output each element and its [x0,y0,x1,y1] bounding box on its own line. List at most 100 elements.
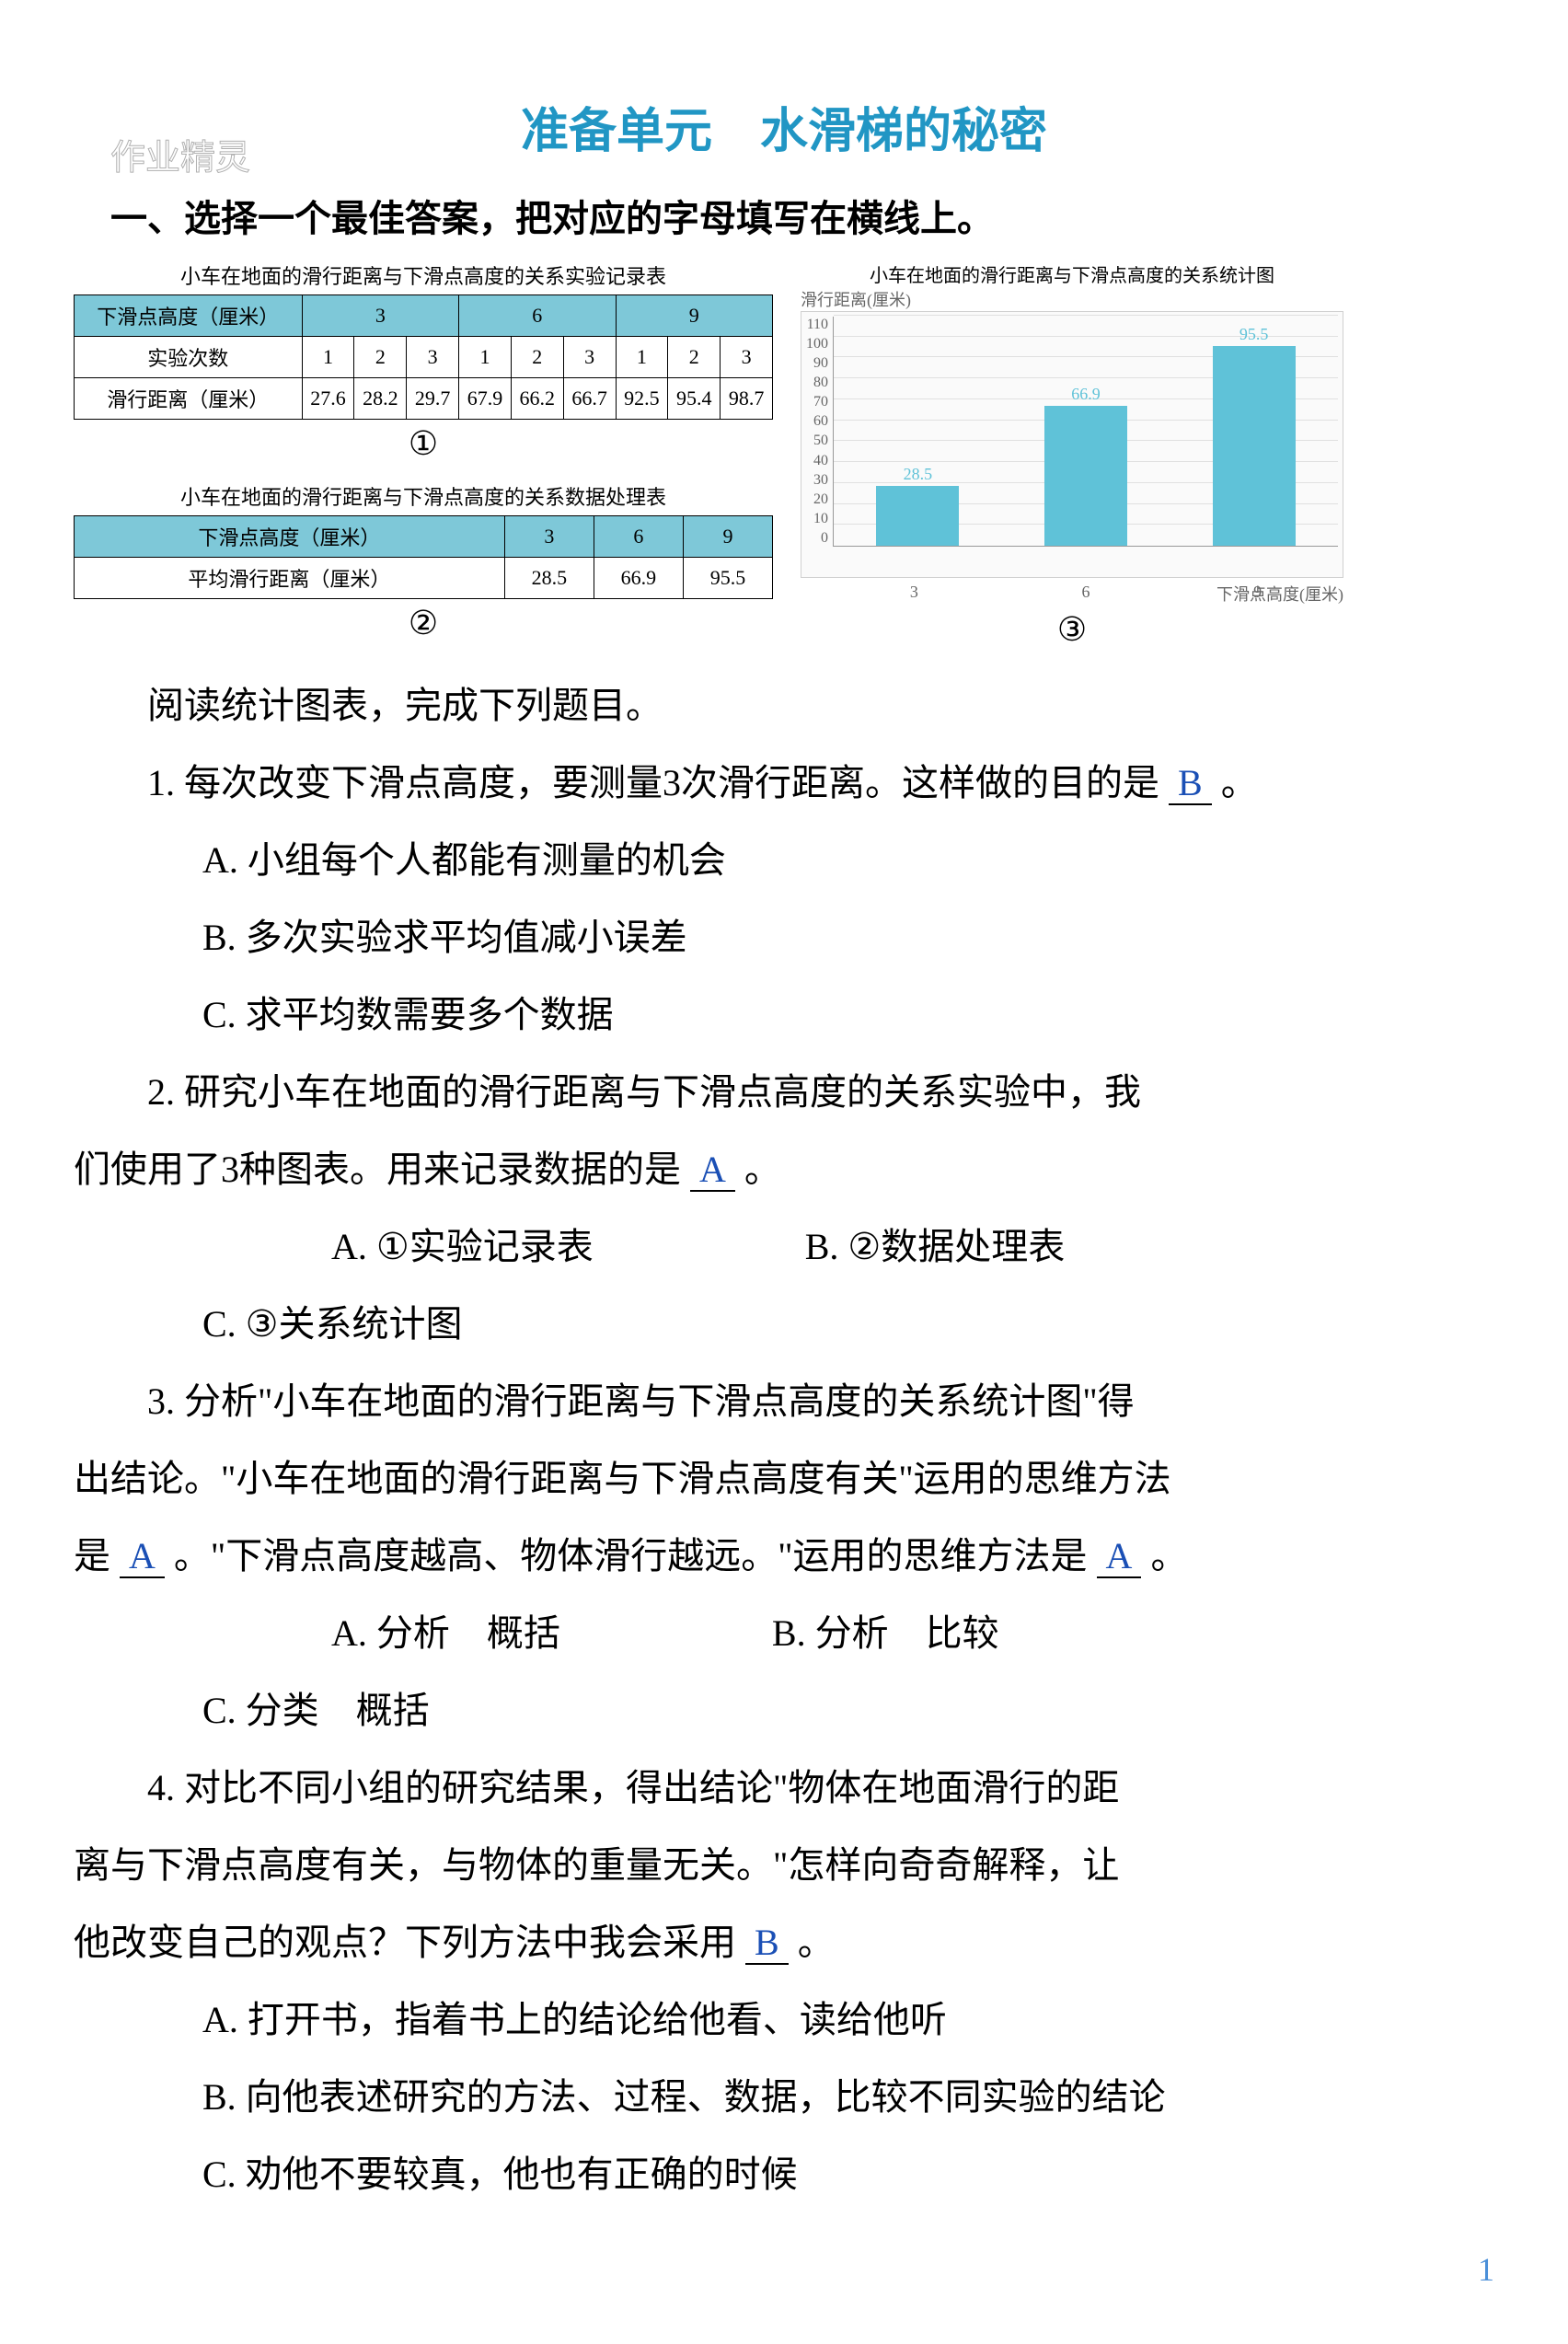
table1-head-col: 下滑点高度（厘米） [75,295,303,337]
table1-trial-3: 1 [459,337,512,378]
table2-circled: ② [74,604,773,642]
table1-block: 小车在地面的滑行距离与下滑点高度的关系实验记录表 下滑点高度（厘米） 3 6 9… [74,260,773,463]
q2-answer: A [690,1149,735,1192]
q3-options: A. 分析 概括 B. 分析 比较 C. 分类 概括 [74,1595,1494,1749]
table1-height-1: 6 [459,295,616,337]
q3-optB: B. 分析 比较 [643,1595,999,1672]
q1-optC: C. 求平均数需要多个数据 [74,976,1494,1054]
intro-text: 阅读统计图表，完成下列题目。 [74,667,1494,745]
table1-circled: ① [74,424,773,463]
section-header: 一、选择一个最佳答案，把对应的字母填写在横线上。 [74,189,1494,242]
table2-head-col: 下滑点高度（厘米） [75,516,505,558]
q1-tail: 。 [1221,762,1258,803]
table2-avg-2: 95.5 [683,558,772,599]
table1-dist-4: 66.2 [511,378,563,420]
q4-optA: A. 打开书，指着书上的结论给他看、读给他听 [74,1981,1494,2059]
table1: 下滑点高度（厘米） 3 6 9 实验次数 1 2 3 1 2 3 1 2 3 [74,294,773,420]
q1-answer: B [1169,762,1212,805]
chart-bar-label-1: 66.9 [1044,385,1127,404]
chart-yaxis: 110 100 90 80 70 60 50 40 30 20 10 0 [806,317,833,547]
q2-optC: C. ③关系统计图 [74,1286,463,1363]
table1-dist-3: 67.9 [459,378,512,420]
table1-dist-5: 66.7 [563,378,616,420]
chart-block: 小车在地面的滑行距离与下滑点高度的关系统计图 滑行距离(厘米) 110 100 … [801,260,1343,649]
chart-xlabel: 下滑点高度(厘米) [801,582,1343,606]
q2-optB: B. ②数据处理表 [676,1208,1066,1286]
ytick-6: 60 [813,413,828,430]
q3-optA: A. 分析 概括 [202,1595,560,1672]
table1-dist-label: 滑行距离（厘米） [75,378,303,420]
table1-trial-label: 实验次数 [75,337,303,378]
table1-trial-4: 2 [511,337,563,378]
tables-charts-row: 小车在地面的滑行距离与下滑点高度的关系实验记录表 下滑点高度（厘米） 3 6 9… [74,260,1494,649]
ytick-1: 10 [813,511,828,527]
table2-height-0: 3 [504,516,594,558]
chart-bar-2 [1213,346,1296,546]
q3-mid: 。"下滑点高度越高、物体滑行越远。"运用的思维方法是 [174,1535,1088,1576]
ytick-5: 50 [813,433,828,449]
q3-stem2b: 是 [74,1535,110,1576]
table1-trial-0: 1 [302,337,354,378]
table1-trial-5: 3 [563,337,616,378]
chart-ylabel: 滑行距离(厘米) [801,287,1343,311]
table1-height-0: 3 [302,295,458,337]
table1-trial-2: 3 [407,337,459,378]
ytick-9: 90 [813,355,828,372]
table1-dist-6: 92.5 [616,378,668,420]
table2-block: 小车在地面的滑行距离与下滑点高度的关系数据处理表 下滑点高度（厘米） 3 6 9… [74,481,773,642]
q2-stem1: 2. 研究小车在地面的滑行距离与下滑点高度的关系实验中，我 [74,1054,1494,1131]
ytick-4: 40 [813,453,828,469]
q3-answer2: A [1097,1535,1142,1578]
chart-bar-1 [1044,406,1127,546]
chart-title: 小车在地面的滑行距离与下滑点高度的关系统计图 [801,260,1343,287]
table2-avg-1: 66.9 [594,558,683,599]
table1-title: 小车在地面的滑行距离与下滑点高度的关系实验记录表 [74,260,773,290]
q3-stem1: 3. 分析"小车在地面的滑行距离与下滑点高度的关系统计图"得 [74,1363,1494,1440]
chart-bar-label-0: 28.5 [876,465,959,484]
table1-trial-8: 3 [721,337,773,378]
ytick-2: 20 [813,491,828,508]
table1-trial-6: 1 [616,337,668,378]
xtick-0: 3 [910,583,918,602]
table1-trial-1: 2 [354,337,407,378]
q3-tail: 。 [1150,1535,1187,1576]
q2-stem2-line: 们使用了3种图表。用来记录数据的是 A 。 [74,1131,1494,1208]
ytick-0: 0 [821,530,828,547]
q2-stem2: 们使用了3种图表。用来记录数据的是 [74,1149,681,1190]
table1-dist-0: 27.6 [302,378,354,420]
ytick-10: 100 [806,336,828,352]
chart-bar-0 [876,486,959,546]
q3-answer1: A [120,1535,165,1578]
q4-stem1: 4. 对比不同小组的研究结果，得出结论"物体在地面滑行的距 [74,1749,1494,1827]
q2-optA: A. ①实验记录表 [202,1208,594,1286]
q4-stem2: 离与下滑点高度有关，与物体的重量无关。"怎样向奇奇解释，让 [74,1827,1494,1904]
table2: 下滑点高度（厘米） 3 6 9 平均滑行距离（厘米） 28.5 66.9 95.… [74,515,773,599]
chart-plot: 28.5 66.9 95.5 [833,317,1338,547]
ytick-11: 110 [807,317,828,333]
ytick-3: 30 [813,472,828,489]
xtick-1: 6 [1081,583,1090,602]
q4-line3: 他改变自己的观点？下列方法中我会采用 B 。 [74,1904,1494,1981]
q1-optB: B. 多次实验求平均值减小误差 [74,899,1494,976]
table1-dist-7: 95.4 [668,378,721,420]
q3-stem2a: 出结论。"小车在地面的滑行距离与下滑点高度有关"运用的思维方法 [74,1440,1494,1518]
q1-stem-text: 1. 每次改变下滑点高度，要测量3次滑行距离。这样做的目的是 [147,762,1159,803]
q4-answer: B [745,1922,789,1965]
page-title: 准备单元 水滑梯的秘密 [74,92,1494,161]
table2-height-1: 6 [594,516,683,558]
chart-circled: ③ [801,610,1343,649]
table1-dist-1: 28.2 [354,378,407,420]
table1-dist-8: 98.7 [721,378,773,420]
table1-dist-2: 29.7 [407,378,459,420]
q2-tail: 。 [744,1149,781,1190]
table1-height-2: 9 [616,295,773,337]
table2-avg-0: 28.5 [504,558,594,599]
page-number: 1 [74,2250,1494,2289]
q1-optA: A. 小组每个人都能有测量的机会 [74,822,1494,899]
chart-area: 110 100 90 80 70 60 50 40 30 20 10 0 28.… [801,311,1343,578]
q4-optC: C. 劝他不要较真，他也有正确的时候 [74,2136,1494,2213]
q4-stem3: 他改变自己的观点？下列方法中我会采用 [74,1922,736,1963]
chart-bar-label-2: 95.5 [1213,325,1296,344]
q4-tail: 。 [798,1922,835,1963]
q4-optB: B. 向他表述研究的方法、过程、数据，比较不同实验的结论 [74,2059,1494,2136]
